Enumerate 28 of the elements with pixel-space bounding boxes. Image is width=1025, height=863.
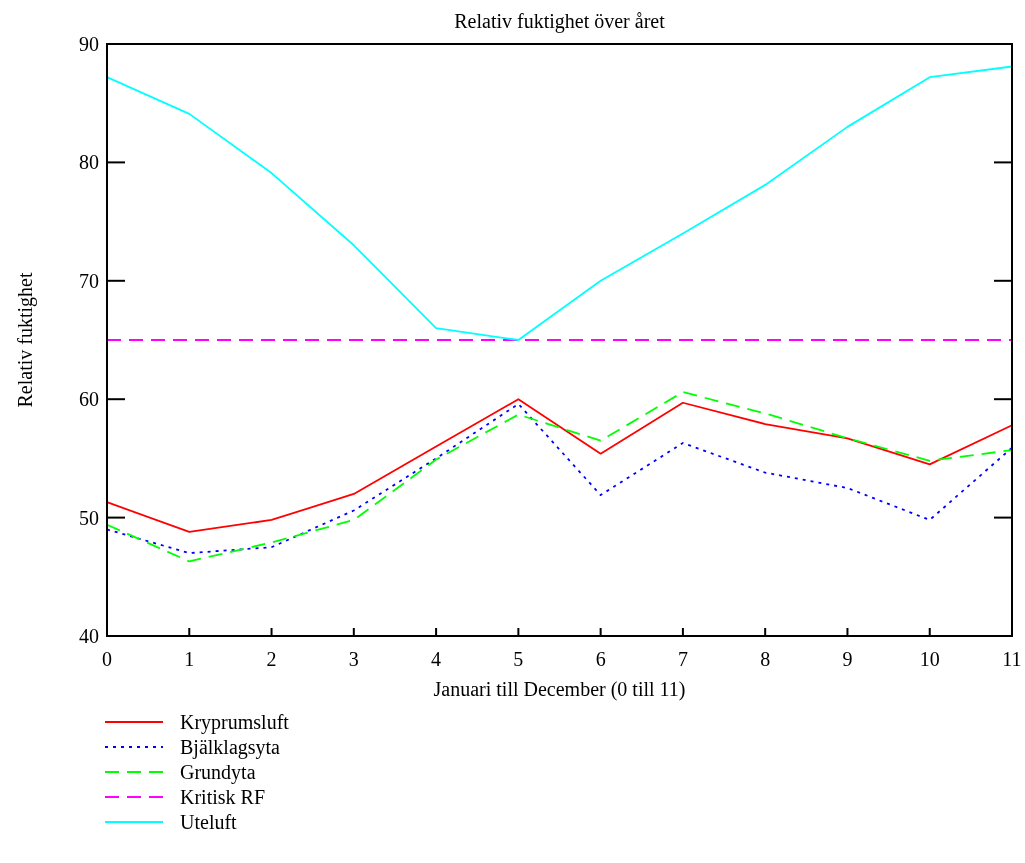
legend-label: Kritisk RF — [180, 786, 266, 808]
legend-label: Grundyta — [180, 761, 256, 784]
legend-label: Bjälklagsyta — [180, 736, 281, 759]
x-tick-label: 4 — [431, 648, 442, 670]
x-tick-label: 9 — [842, 648, 853, 670]
x-tick-label: 2 — [266, 648, 277, 670]
x-tick-label: 10 — [919, 648, 940, 670]
line-series — [106, 65, 1013, 341]
y-tick-label: 70 — [79, 269, 99, 292]
x-tick-label: 8 — [760, 648, 771, 670]
x-tick-label: 11 — [1002, 648, 1022, 670]
legend-label: Kryprumsluft — [180, 711, 290, 734]
x-tick-label: 0 — [102, 648, 112, 670]
x-tick-label: 1 — [184, 648, 195, 670]
y-tick-label: 40 — [79, 625, 99, 647]
y-axis-title: Relativ fuktighet — [14, 272, 37, 408]
x-tick-label: 7 — [677, 648, 688, 670]
x-axis-title: Januari till December (0 till 11) — [433, 678, 686, 701]
y-tick-label: 60 — [79, 388, 99, 411]
x-tick-label: 5 — [513, 648, 524, 670]
line-series — [106, 398, 1013, 533]
x-tick-label: 3 — [348, 648, 359, 670]
x-tick-label: 6 — [595, 648, 606, 670]
y-tick-label: 50 — [79, 506, 99, 529]
chart-title: Relativ fuktighet över året — [454, 10, 666, 33]
y-tick-label: 80 — [79, 151, 99, 174]
legend-label: Uteluft — [180, 811, 238, 833]
y-tick-label: 90 — [79, 33, 99, 55]
